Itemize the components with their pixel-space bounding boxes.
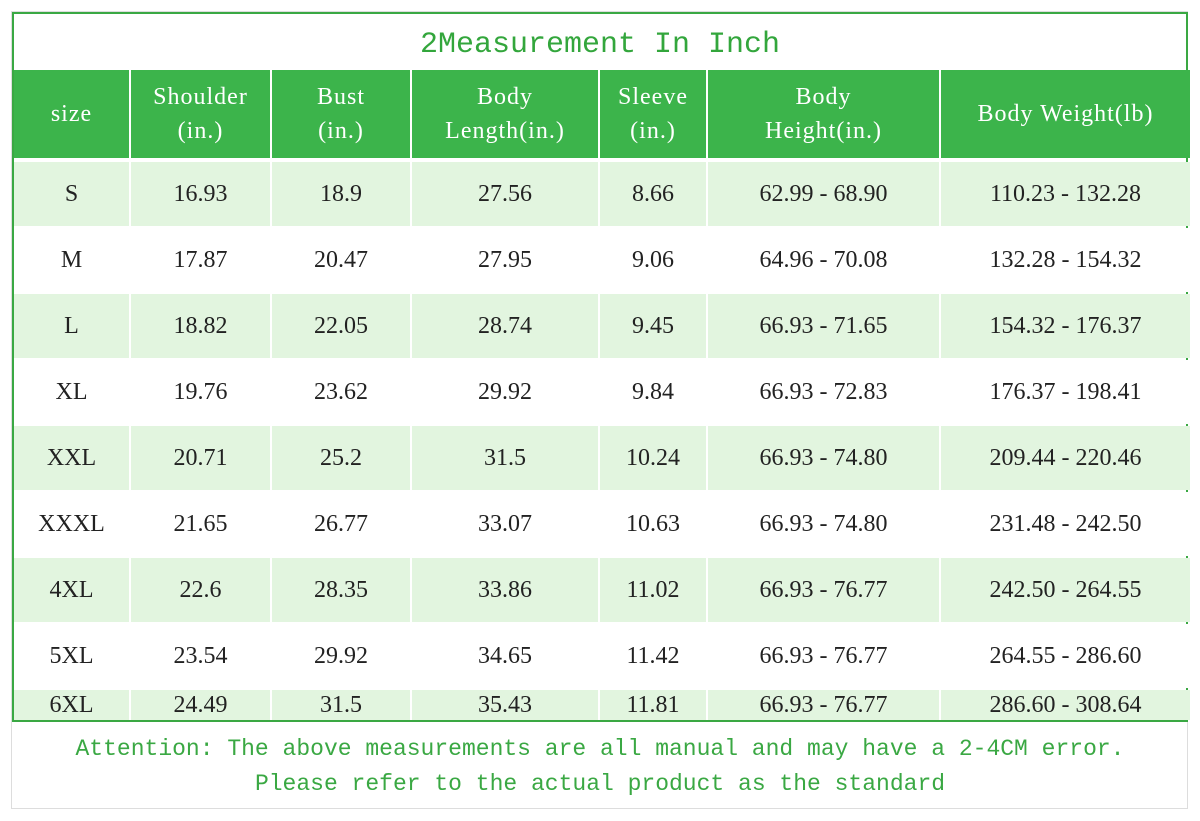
table-cell: 22.6 [131, 558, 270, 622]
table-cell: 9.84 [600, 360, 706, 424]
note: Please refer to the actual product as th… [254, 771, 946, 797]
table-cell: 66.93 - 71.65 [708, 294, 939, 358]
header-cell: Shoulder (in.) [131, 70, 270, 158]
table-cell: 26.77 [272, 492, 410, 556]
table-cell: 286.60 - 308.64 [941, 690, 1190, 720]
header-cell: Bust (in.) [272, 70, 410, 158]
table-cell: 176.37 - 198.41 [941, 360, 1190, 424]
table-cell: 34.65 [412, 624, 598, 688]
table-cell: 17.87 [131, 228, 270, 292]
table-cell: 28.35 [272, 558, 410, 622]
table-cell: 66.93 - 72.83 [708, 360, 939, 424]
table-cell: 9.45 [600, 294, 706, 358]
table-cell: 31.5 [412, 426, 598, 490]
table-cell: XXXL [14, 492, 129, 556]
table-cell: XXL [14, 426, 129, 490]
table-cell: 66.93 - 76.77 [708, 690, 939, 720]
table-cell: 22.05 [272, 294, 410, 358]
size-table: size Shoulder (in.) Bust (in.) Body Length(… [12, 70, 1190, 722]
table-cell: 66.93 - 74.80 [708, 492, 939, 556]
table-cell: 231.48 - 242.50 [941, 492, 1190, 556]
table-cell: 31.5 [272, 690, 410, 720]
table-cell: 64.96 - 70.08 [708, 228, 939, 292]
table-cell: 154.32 - 176.37 [941, 294, 1190, 358]
header-cell: size [14, 70, 129, 158]
table-cell: 23.62 [272, 360, 410, 424]
table-cell: 28.74 [412, 294, 598, 358]
table-cell: XL [14, 360, 129, 424]
table-cell: 11.42 [600, 624, 706, 688]
table-cell: 21.65 [131, 492, 270, 556]
table-cell: 209.44 - 220.46 [941, 426, 1190, 490]
table-cell: 132.28 - 154.32 [941, 228, 1190, 292]
table-cell: 23.54 [131, 624, 270, 688]
table-cell: 20.47 [272, 228, 410, 292]
table-cell: 264.55 - 286.60 [941, 624, 1190, 688]
table-cell: 27.95 [412, 228, 598, 292]
table-title: 2Measurement In Inch [12, 12, 1188, 70]
table-cell: 11.02 [600, 558, 706, 622]
table-cell: 9.06 [600, 228, 706, 292]
table-cell: 25.2 [272, 426, 410, 490]
table-cell: S [14, 162, 129, 226]
table-cell: 8.66 [600, 162, 706, 226]
table-cell: 66.93 - 76.77 [708, 624, 939, 688]
table-cell: 33.07 [412, 492, 598, 556]
table-cell: 27.56 [412, 162, 598, 226]
table-cell: 5XL [14, 624, 129, 688]
table-cell: 29.92 [272, 624, 410, 688]
header-cell: Body Height(in.) [708, 70, 939, 158]
table-cell: 33.86 [412, 558, 598, 622]
table-cell: 110.23 - 132.28 [941, 162, 1190, 226]
table-cell: 16.93 [131, 162, 270, 226]
table-cell: 18.82 [131, 294, 270, 358]
table-cell: 24.49 [131, 690, 270, 720]
table-cell: 10.24 [600, 426, 706, 490]
table-cell: 10.63 [600, 492, 706, 556]
note: Attention: The above measurements are al… [75, 736, 1125, 762]
table-cell: 4XL [14, 558, 129, 622]
table-cell: 29.92 [412, 360, 598, 424]
table-cell: M [14, 228, 129, 292]
header-cell: Body Length(in.) [412, 70, 598, 158]
table-cell: 18.9 [272, 162, 410, 226]
header-cell: Sleeve (in.) [600, 70, 706, 158]
table-cell: 20.71 [131, 426, 270, 490]
header-cell: Body Weight(lb) [941, 70, 1190, 158]
table-cell: 6XL [14, 690, 129, 720]
table-cell: 19.76 [131, 360, 270, 424]
table-cell: 11.81 [600, 690, 706, 720]
table-cell: 66.93 - 74.80 [708, 426, 939, 490]
table-cell: 66.93 - 76.77 [708, 558, 939, 622]
table-cell: 242.50 - 264.55 [941, 558, 1190, 622]
table-cell: 35.43 [412, 690, 598, 720]
table-cell: 62.99 - 68.90 [708, 162, 939, 226]
table-cell: L [14, 294, 129, 358]
